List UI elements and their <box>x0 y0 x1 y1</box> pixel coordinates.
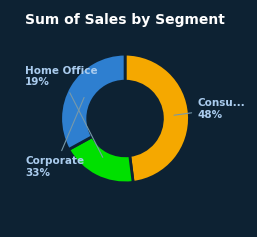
Text: Corporate
33%: Corporate 33% <box>25 97 85 178</box>
Wedge shape <box>61 54 125 150</box>
Wedge shape <box>69 137 133 183</box>
Wedge shape <box>125 54 189 182</box>
Text: Home Office
19%: Home Office 19% <box>25 66 103 157</box>
Text: Consu...
48%: Consu... 48% <box>174 98 245 120</box>
Title: Sum of Sales by Segment: Sum of Sales by Segment <box>25 13 225 27</box>
